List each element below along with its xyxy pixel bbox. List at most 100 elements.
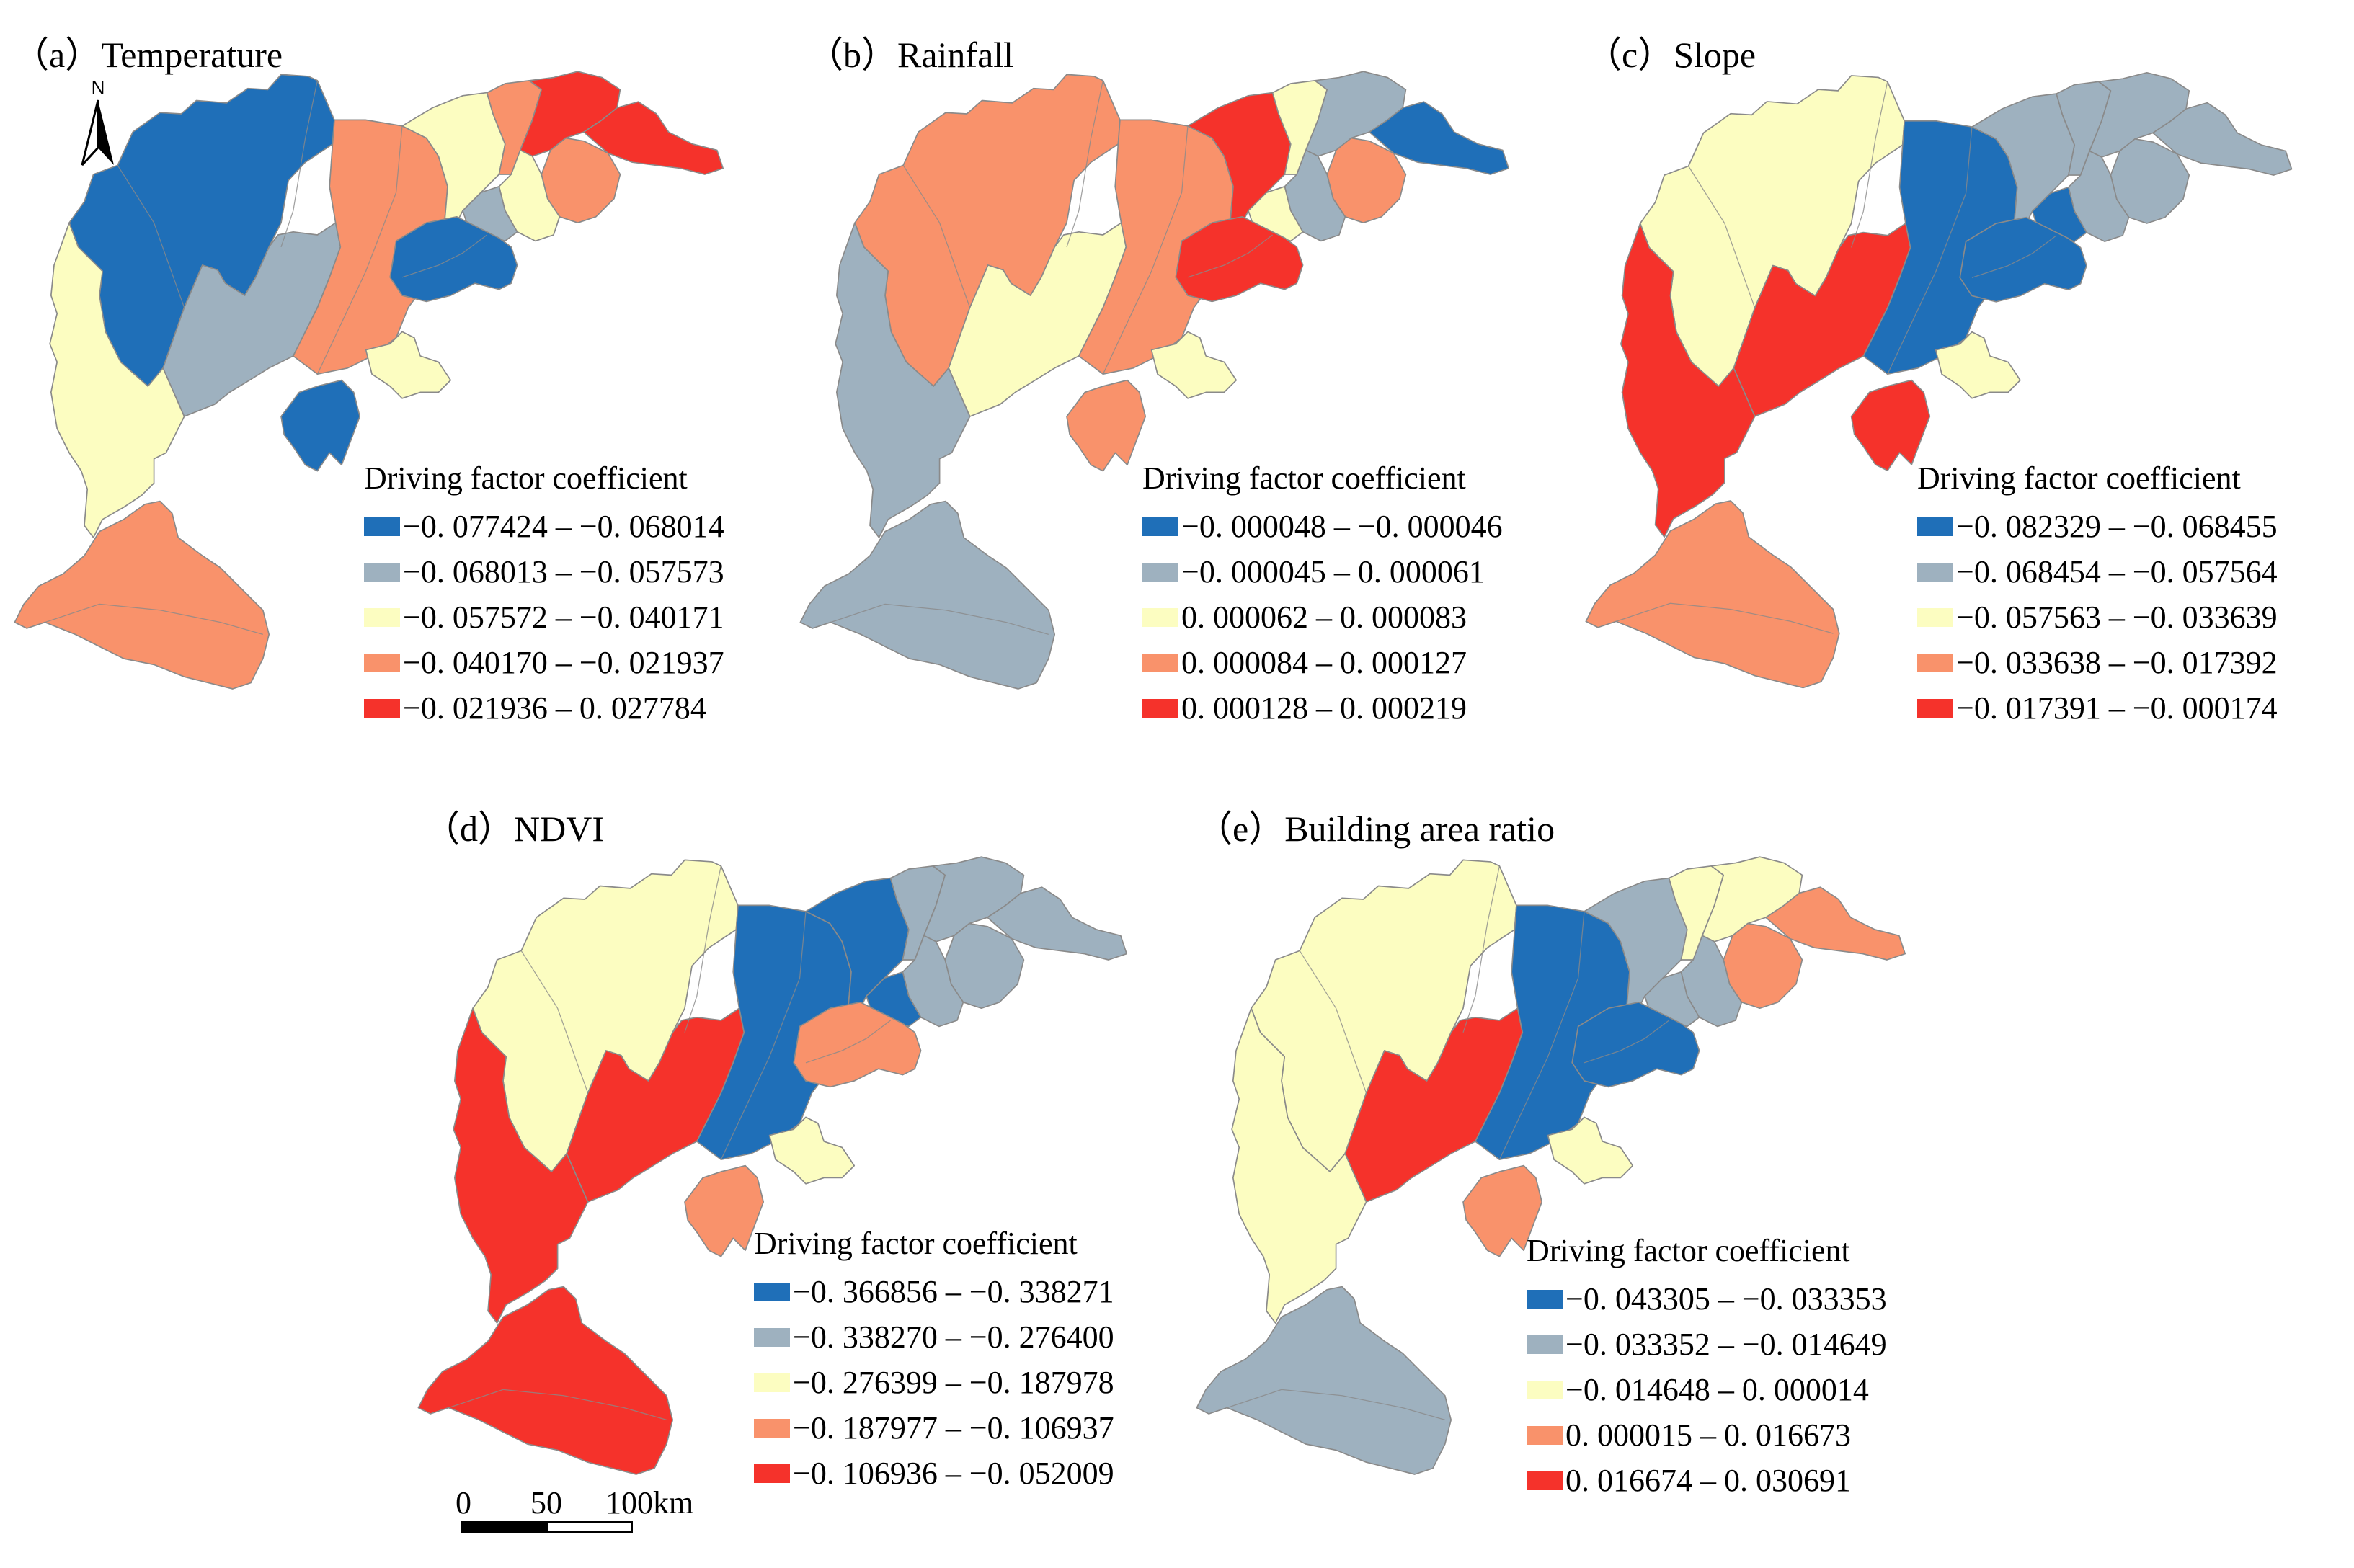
region-south-west [799,500,1056,690]
legend: Driving factor coefficient −0. 000048 – −… [1142,460,1503,731]
region-bay-south [389,215,518,303]
map-regions [799,71,1510,690]
scale-tick-50: 50 [530,1485,562,1520]
legend-item: −0. 068454 – −0. 057564 [1917,549,2278,594]
legend-swatch [754,1373,790,1392]
legend-item: 0. 000128 – 0. 000219 [1142,685,1503,731]
legend-swatch [1142,653,1178,672]
scale-bar: 0 50 100 km [456,1484,693,1542]
legend-label: −0. 000048 – −0. 000046 [1181,509,1503,544]
legend-swatch [754,1418,790,1438]
district-boundary [117,165,185,308]
legend-swatch [1917,653,1953,672]
district-boundary [805,1020,891,1064]
legend: Driving factor coefficient −0. 043305 – −… [1527,1232,1887,1503]
legend-swatch [1527,1335,1563,1354]
legend: Driving factor coefficient −0. 077424 – −… [364,460,724,731]
legend-title: Driving factor coefficient [364,460,688,496]
legend-item: −0. 366856 – −0. 338271 [754,1269,1114,1314]
legend-swatch [364,517,400,536]
district-boundary [1584,1020,1669,1064]
legend-item: −0. 068013 – −0. 057573 [364,549,724,594]
region-peninsula [1150,331,1238,399]
scale-bar-graphic [461,1521,633,1533]
legend-label: −0. 017391 – −0. 000174 [1956,690,2278,726]
district-boundary [448,1389,667,1421]
region-west-b [1620,223,1756,538]
legend-item: −0. 082329 – −0. 068455 [1917,504,2278,549]
map-regions [14,71,724,690]
legend-item: −0. 033638 – −0. 017392 [1917,640,2278,685]
panel-title: （d）NDVI [424,808,604,849]
legend-label: 0. 000128 – 0. 000219 [1181,690,1467,726]
district-boundary [1462,865,1501,1033]
region-bay-south [1959,216,2087,303]
legend-item: −0. 000045 – 0. 000061 [1142,549,1503,594]
north-arrow-icon: N [76,76,120,166]
legend-label: −0. 057572 – −0. 040171 [403,600,724,635]
region-west-b [49,222,185,538]
panel-rainfall: （b）Rainfall Driving factor coefficient −0… [786,0,1571,764]
legend-label: −0. 000045 – 0. 000061 [1181,554,1485,589]
district-boundary [1066,80,1104,247]
district-boundary [520,950,589,1094]
scale-tick-0: 0 [456,1485,471,1520]
legend-item: −0. 276399 – −0. 187978 [754,1360,1114,1405]
region-islands [684,1164,765,1257]
region-far-north-east [2152,102,2293,176]
legend-swatch [364,562,400,582]
legend-swatch [754,1464,790,1483]
legend-label: −0. 366856 – −0. 338271 [793,1274,1114,1309]
legend-label: −0. 040170 – −0. 021937 [403,645,724,680]
legend-item: −0. 106936 – −0. 052009 [754,1451,1114,1496]
legend-label: −0. 068013 – −0. 057573 [403,554,724,589]
north-arrow-glyph [81,99,114,166]
legend-swatch [1142,562,1178,582]
district-boundary [830,603,1049,636]
region-far-north-east [583,101,724,175]
legend-label: −0. 057563 – −0. 033639 [1956,600,2278,635]
legend-item: −0. 057572 – −0. 040171 [364,594,724,640]
legend-label: −0. 338270 – −0. 276400 [793,1319,1114,1355]
legend-title: Driving factor coefficient [1527,1233,1850,1268]
region-islands [1066,379,1147,472]
scale-unit: km [653,1485,694,1520]
legend-swatch [754,1327,790,1347]
legend-label: −0. 106936 – −0. 052009 [793,1456,1114,1491]
legend-item: −0. 338270 – −0. 276400 [754,1314,1114,1360]
region-south-west [417,1286,674,1475]
region-far-north-east [1369,101,1510,175]
legend-swatch [1917,517,1953,536]
legend-item: −0. 021936 – 0. 027784 [364,685,724,731]
map-slope [1585,71,2293,689]
legend-item: 0. 000062 – 0. 000083 [1142,594,1503,640]
district-boundary [1615,602,1834,634]
legend-label: −0. 082329 – −0. 068455 [1956,509,2278,544]
legend-swatch [754,1282,790,1301]
legend-item: 0. 000015 – 0. 016673 [1527,1412,1887,1458]
legend-label: −0. 021936 – 0. 027784 [403,690,706,726]
region-islands [1462,1164,1543,1257]
legend-label: −0. 033352 – −0. 014649 [1565,1327,1887,1362]
region-peninsula [768,1116,856,1185]
region-far-north-east [987,886,1128,961]
district-boundary [1887,127,1973,375]
panel-title: （c）Slope [1586,35,1756,75]
panel-ndvi: （d）NDVI Driving factor coefficient −0. 36… [404,778,1189,1556]
legend-swatch [1917,607,1953,627]
scale-tick-100: 100 [605,1485,653,1520]
map-building-area-ratio [1196,856,1906,1475]
legend-item: −0. 033352 – −0. 014649 [1527,1322,1887,1367]
legend-label: −0. 033638 – −0. 017392 [1956,645,2278,680]
legend-label: −0. 276399 – −0. 187978 [793,1365,1114,1400]
legend-label: 0. 016674 – 0. 030691 [1565,1463,1851,1498]
region-islands [1850,379,1931,471]
legend-label: −0. 068454 – −0. 057564 [1956,554,2278,589]
district-boundary [720,911,807,1160]
legend-item: −0. 014648 – 0. 000014 [1527,1367,1887,1412]
legend-swatch [1142,698,1178,718]
district-boundary [45,603,263,636]
panel-slope: （c）Slope Driving factor coefficient −0. 0… [1571,0,2354,764]
legend-item: −0. 077424 – −0. 068014 [364,504,724,549]
district-boundary [1850,81,1888,248]
